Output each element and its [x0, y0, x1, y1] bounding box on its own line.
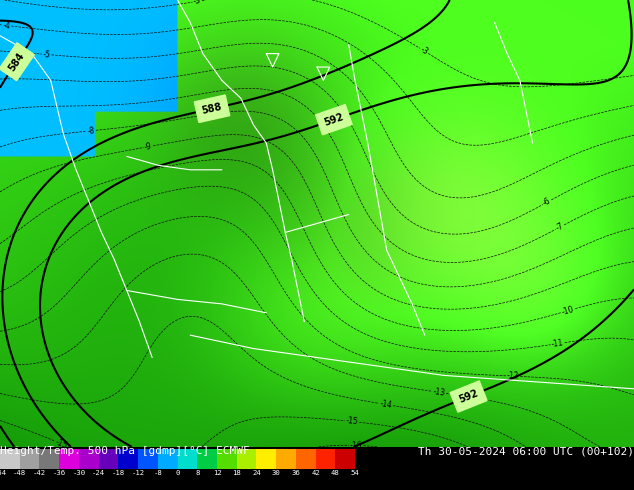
Text: -8: -8 [87, 126, 95, 136]
Text: -5: -5 [42, 49, 51, 59]
Text: -30: -30 [72, 470, 86, 476]
Bar [296, 449, 316, 469]
Text: -18: -18 [112, 470, 125, 476]
Text: -6: -6 [541, 196, 553, 208]
Text: 592: 592 [457, 388, 480, 405]
Text: -15: -15 [54, 437, 69, 450]
Text: -24: -24 [92, 470, 105, 476]
Text: 24: 24 [252, 470, 261, 476]
Text: Th 30-05-2024 06:00 UTC (00+102): Th 30-05-2024 06:00 UTC (00+102) [418, 446, 634, 456]
Bar [217, 449, 236, 469]
Bar [59, 449, 79, 469]
Text: -16: -16 [350, 441, 363, 450]
Text: -7: -7 [554, 221, 566, 233]
Text: 592: 592 [323, 112, 345, 128]
Bar [39, 449, 59, 469]
Text: -9: -9 [144, 142, 153, 152]
Text: 8: 8 [195, 470, 200, 476]
Bar [138, 449, 158, 469]
Text: -11: -11 [551, 338, 564, 349]
Bar [256, 449, 276, 469]
Text: 0: 0 [176, 470, 179, 476]
Text: -42: -42 [33, 470, 46, 476]
Text: -54: -54 [0, 470, 6, 476]
Bar [335, 449, 355, 469]
Bar [276, 449, 296, 469]
Text: 30: 30 [272, 470, 280, 476]
Bar [119, 449, 138, 469]
Bar [0, 449, 20, 469]
Bar [79, 449, 99, 469]
Text: -3: -3 [193, 0, 202, 6]
Text: -12: -12 [131, 470, 145, 476]
Bar [99, 449, 119, 469]
Text: Height/Temp. 500 hPa [gdmp][°C] ECMWF: Height/Temp. 500 hPa [gdmp][°C] ECMWF [0, 446, 250, 456]
Text: 18: 18 [232, 470, 241, 476]
Bar [178, 449, 197, 469]
Text: -10: -10 [561, 305, 576, 317]
Bar [158, 449, 178, 469]
Text: 42: 42 [311, 470, 320, 476]
Text: -12: -12 [507, 371, 519, 381]
Text: -4: -4 [2, 21, 11, 30]
Bar [236, 449, 256, 469]
Bar [316, 449, 335, 469]
Text: -8: -8 [153, 470, 162, 476]
Text: -14: -14 [379, 399, 392, 410]
Text: 36: 36 [292, 470, 301, 476]
Text: 48: 48 [331, 470, 340, 476]
Text: -13: -13 [432, 387, 446, 398]
Text: -3: -3 [418, 45, 430, 57]
Bar [197, 449, 217, 469]
Bar [20, 449, 39, 469]
Text: 584: 584 [7, 50, 27, 73]
Text: 54: 54 [351, 470, 359, 476]
Text: -15: -15 [346, 416, 359, 427]
Text: 12: 12 [212, 470, 221, 476]
Text: -36: -36 [53, 470, 66, 476]
Text: -48: -48 [13, 470, 26, 476]
Text: 588: 588 [201, 101, 223, 116]
